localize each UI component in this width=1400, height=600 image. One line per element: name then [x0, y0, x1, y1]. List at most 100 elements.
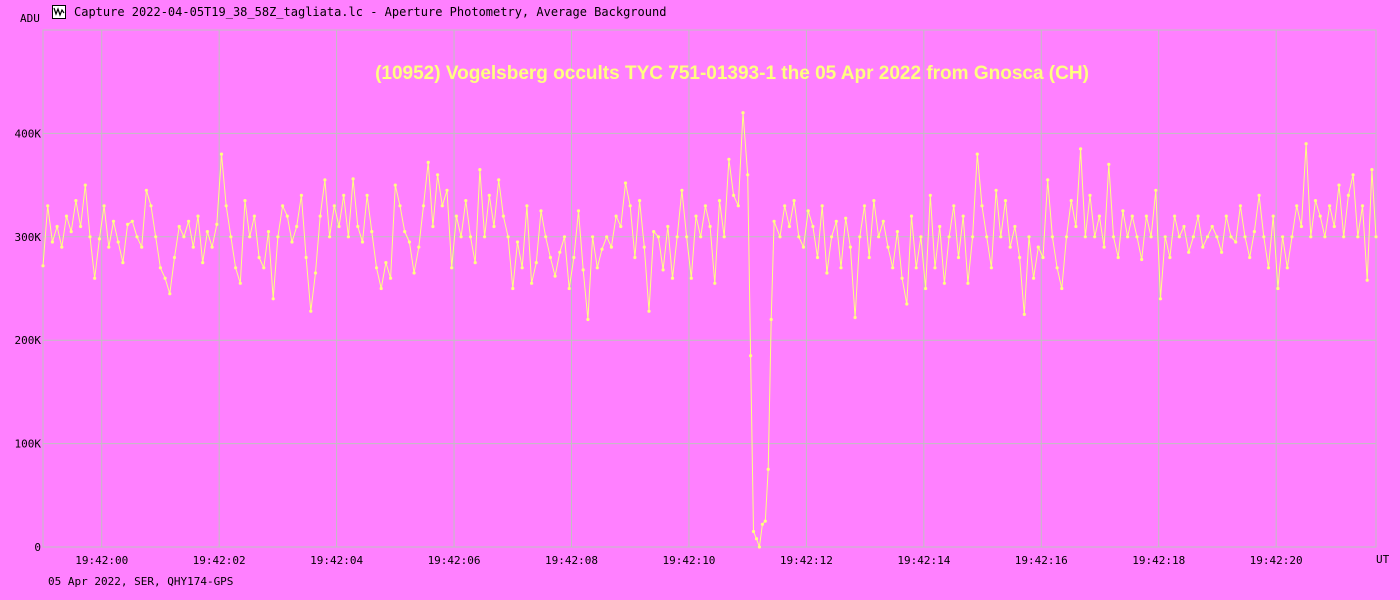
- data-point: [760, 522, 765, 526]
- data-point: [703, 204, 708, 208]
- data-point: [1121, 209, 1125, 213]
- x-tick-label: 19:42:16: [1015, 554, 1068, 567]
- data-point: [886, 245, 890, 249]
- data-point: [168, 292, 172, 296]
- data-point: [60, 245, 64, 249]
- data-point: [1374, 235, 1378, 239]
- data-point: [64, 214, 69, 218]
- data-point: [445, 188, 449, 192]
- data-point: [732, 193, 736, 197]
- data-point: [1116, 255, 1120, 260]
- data-point: [848, 245, 853, 249]
- data-point: [652, 230, 656, 234]
- data-point: [1276, 286, 1280, 291]
- data-point: [1215, 235, 1219, 239]
- data-point: [633, 255, 637, 260]
- data-point: [722, 235, 726, 239]
- data-point: [412, 271, 416, 275]
- data-point: [50, 240, 55, 244]
- data-point: [820, 204, 824, 208]
- data-point: [595, 266, 599, 270]
- data-point: [1111, 235, 1116, 239]
- data-point: [797, 235, 801, 239]
- data-point: [867, 255, 871, 260]
- lightcurve-app-icon[interactable]: [52, 5, 66, 19]
- data-point: [1177, 235, 1181, 239]
- data-point: [323, 178, 327, 182]
- data-point: [1083, 235, 1087, 239]
- data-point: [215, 222, 219, 226]
- data-point: [102, 204, 106, 208]
- data-point: [699, 235, 703, 239]
- data-point: [609, 245, 614, 249]
- data-point: [619, 224, 623, 229]
- data-point: [201, 261, 205, 265]
- y-tick-label: 0: [34, 541, 41, 554]
- data-point: [464, 199, 468, 203]
- data-point: [586, 317, 590, 322]
- x-axis-unit: UT: [1376, 553, 1390, 566]
- data-point: [787, 224, 792, 229]
- data-point: [1299, 224, 1303, 229]
- data-point: [792, 199, 796, 203]
- data-point: [772, 219, 776, 223]
- data-point: [975, 152, 979, 156]
- data-point: [365, 193, 369, 197]
- data-point: [421, 204, 426, 208]
- data-point: [980, 204, 984, 208]
- data-point: [1097, 214, 1101, 218]
- data-point: [757, 545, 762, 549]
- data-point: [149, 204, 153, 208]
- data-point: [1285, 266, 1289, 270]
- data-point: [727, 157, 731, 161]
- data-point: [1309, 235, 1313, 239]
- data-point: [182, 235, 186, 239]
- data-point: [210, 245, 214, 249]
- data-point: [328, 235, 332, 239]
- data-point: [459, 235, 463, 239]
- data-point: [1220, 250, 1224, 254]
- data-point: [661, 268, 665, 272]
- data-point: [407, 240, 411, 244]
- data-point: [576, 209, 581, 213]
- x-tick-label: 19:42:08: [545, 554, 598, 567]
- data-point: [196, 214, 200, 218]
- data-point: [591, 235, 595, 239]
- data-point: [1088, 193, 1092, 197]
- data-point: [299, 193, 303, 197]
- data-point: [1304, 142, 1308, 146]
- data-point: [1173, 214, 1177, 218]
- data-point: [440, 204, 444, 208]
- data-point: [1290, 235, 1294, 239]
- data-point: [766, 467, 770, 471]
- data-point: [1248, 255, 1252, 260]
- data-point: [1210, 224, 1214, 229]
- data-point: [501, 214, 505, 218]
- data-point: [158, 266, 162, 270]
- data-point: [1346, 193, 1350, 197]
- data-point: [1036, 245, 1040, 249]
- data-point: [928, 193, 932, 197]
- data-point: [562, 235, 567, 239]
- data-point: [891, 266, 895, 270]
- data-point: [1140, 257, 1144, 262]
- chart-title: (10952) Vogelsberg occults TYC 751-01393…: [375, 63, 1089, 84]
- data-point: [346, 235, 350, 239]
- data-point: [1158, 297, 1163, 301]
- data-point: [144, 188, 148, 192]
- data-point: [219, 152, 224, 156]
- data-point: [229, 235, 233, 239]
- data-point: [1196, 214, 1200, 218]
- data-point: [1003, 199, 1008, 203]
- data-point: [111, 219, 116, 223]
- data-point: [1262, 235, 1266, 239]
- data-point: [534, 261, 538, 265]
- window-title: Capture 2022-04-05T19_38_58Z_tagliata.lc…: [74, 5, 667, 19]
- data-point: [403, 230, 407, 234]
- data-point: [1201, 245, 1205, 249]
- data-point: [483, 235, 487, 239]
- data-point: [313, 271, 318, 275]
- data-point: [1234, 240, 1238, 244]
- data-point: [1313, 199, 1318, 203]
- data-point: [1055, 266, 1059, 270]
